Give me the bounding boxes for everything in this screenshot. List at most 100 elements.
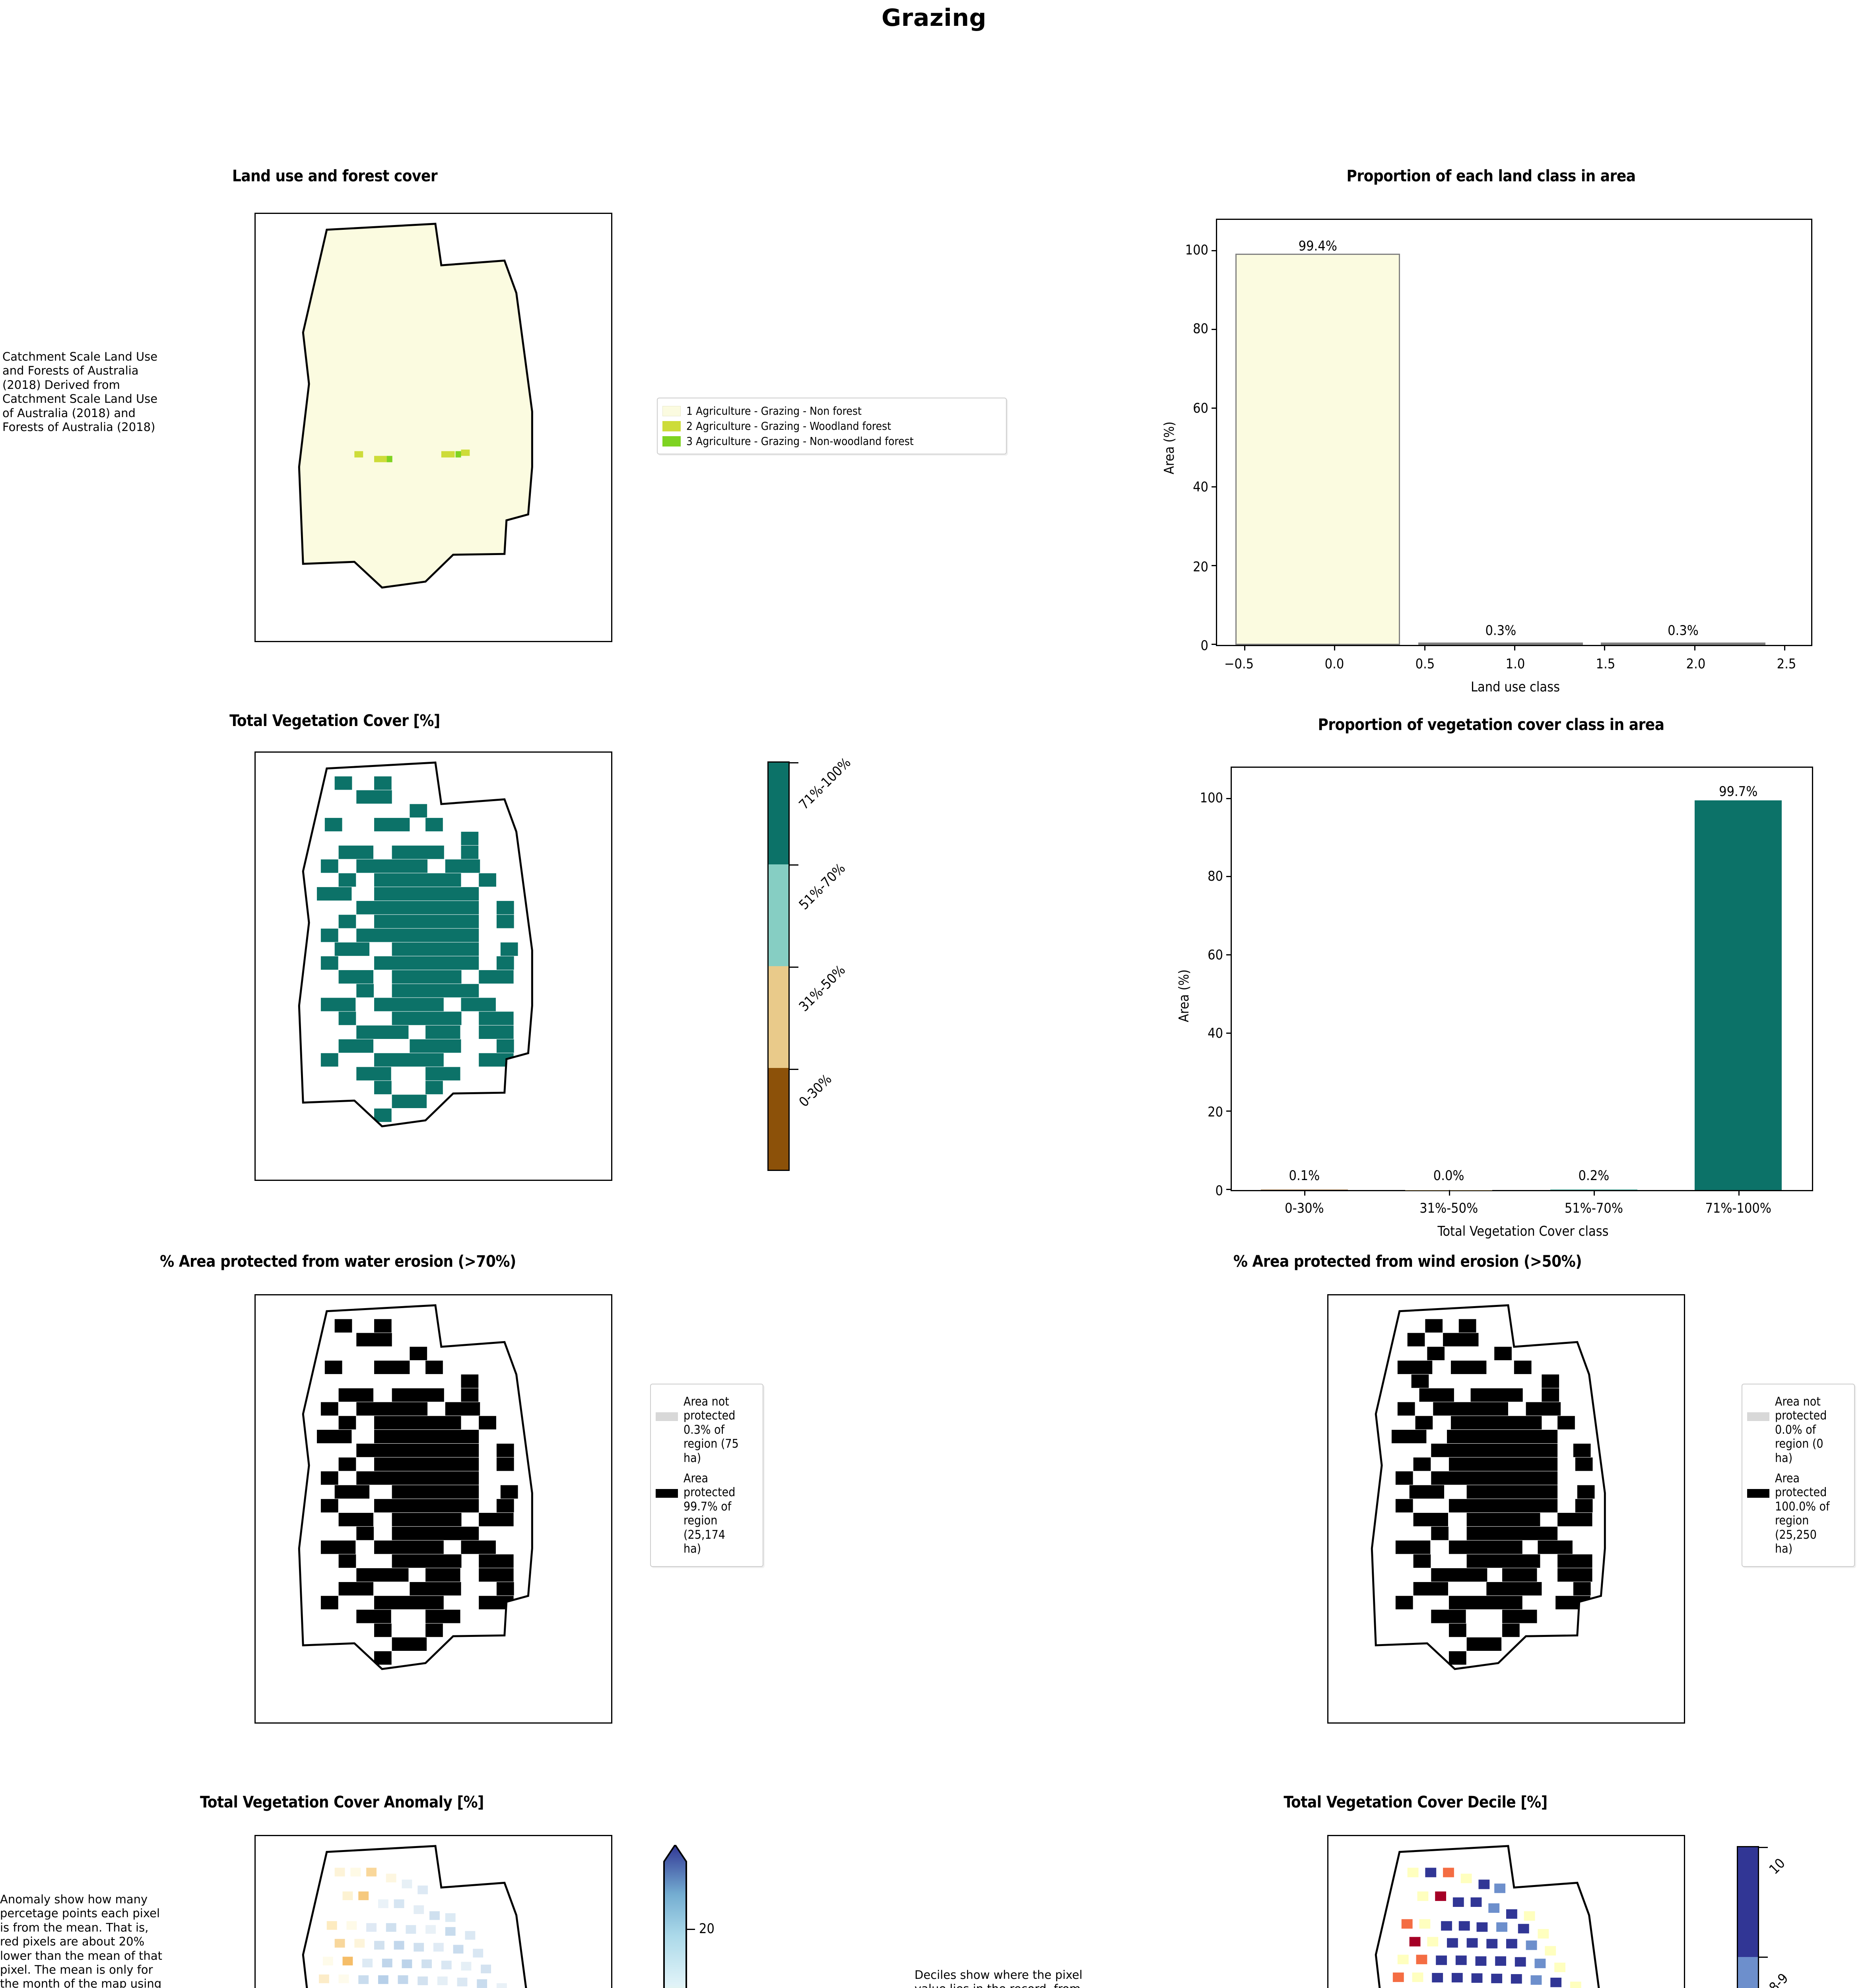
bar-land-class-1: [1418, 643, 1583, 645]
ytick-label-20: 20: [1193, 559, 1208, 575]
ytick-label-0: 0: [1200, 638, 1208, 654]
xtick-label-5: 2.0: [1686, 656, 1706, 672]
ytick-mark: [1212, 250, 1217, 252]
legend-label-not-protected: Area not protected 0.3% of region (75 ha…: [684, 1395, 739, 1465]
anomaly-colorbar-tick: [687, 1929, 695, 1930]
legend-swatch-not-protected: [1747, 1412, 1769, 1421]
bar-value-label-veg-1: 0.0%: [1433, 1168, 1464, 1184]
anomaly-colorbar: [663, 1843, 687, 1988]
xtick-mark: [1604, 645, 1606, 650]
ytick-mark: [1226, 876, 1232, 878]
xtick-mark: [1304, 1190, 1306, 1196]
veg-cover-map-canvas: [256, 753, 611, 1180]
legend-swatch-protected: [1747, 1489, 1769, 1498]
legend-swatch-protected: [656, 1489, 678, 1498]
water-erosion-map[interactable]: [254, 1294, 612, 1724]
bar-value-label-2: 0.3%: [1668, 623, 1699, 639]
ytick-label-80: 80: [1193, 321, 1208, 337]
ytick-mark: [1212, 329, 1217, 330]
veg-cover-map[interactable]: [254, 751, 612, 1181]
colorbar-tick: [790, 1069, 798, 1070]
xtick-mark: [1784, 645, 1786, 650]
veg-class-yaxis-label: Area (%): [1176, 969, 1192, 1022]
xtick-label-veg-3: 71%-100%: [1705, 1200, 1771, 1216]
bar-land-class-0: [1235, 254, 1400, 645]
xtick-mark: [1738, 1190, 1740, 1196]
colorbar-segment-31-50: [769, 966, 788, 1068]
wind-erosion-map-title: % Area protected from wind erosion (>50%…: [1233, 1252, 1582, 1271]
decile-colorbar-label-8-9: 8-9: [1766, 1970, 1792, 1988]
bar-value-label-veg-0: 0.1%: [1289, 1168, 1320, 1184]
land-use-map-canvas: [256, 214, 611, 641]
ytick-label-v20: 20: [1208, 1104, 1223, 1120]
legend-swatch-class-1: [662, 406, 681, 416]
wind-erosion-map[interactable]: [1327, 1294, 1685, 1724]
ytick-label-v60: 60: [1208, 947, 1223, 963]
bar-value-label-veg-2: 0.2%: [1578, 1168, 1610, 1184]
xtick-label-3: 1.0: [1505, 656, 1525, 672]
veg-class-bar-chart[interactable]: 0.1% 0.0% 0.2% 99.7% 0 20 40 60 80 100 0…: [1176, 767, 1813, 1239]
land-class-bar-chart[interactable]: 99.4% 0.3% 0.3% 0 20 40 60 80 100 −0.5 0…: [1161, 219, 1812, 695]
ytick-mark: [1226, 1110, 1232, 1112]
ytick-label-v0: 0: [1215, 1183, 1223, 1199]
ytick-label-100: 100: [1185, 242, 1208, 258]
land-use-map-title: Land use and forest cover: [232, 167, 438, 185]
xtick-label-0: −0.5: [1224, 656, 1254, 672]
decile-colorbar-label-10: 10: [1766, 1855, 1788, 1878]
ytick-mark: [1226, 798, 1232, 799]
ytick-mark: [1212, 565, 1217, 567]
land-use-map[interactable]: [254, 213, 612, 642]
ytick-mark: [1226, 954, 1232, 955]
xtick-mark: [1424, 645, 1425, 650]
xtick-label-4: 1.5: [1596, 656, 1616, 672]
colorbar-segment-51-70: [769, 864, 788, 966]
xtick-label-veg-0: 0-30%: [1285, 1200, 1324, 1216]
decile-map[interactable]: [1327, 1835, 1685, 1988]
land-class-chart-title: Proportion of each land class in area: [1346, 167, 1636, 185]
veg-class-xaxis-label: Total Vegetation Cover class: [1437, 1223, 1609, 1239]
land-use-source-note: Catchment Scale Land Use and Forests of …: [2, 350, 158, 434]
colorbar-label-0-30: 0-30%: [796, 1071, 835, 1110]
colorbar-label-31-50: 31%-50%: [796, 962, 849, 1015]
xtick-mark: [1514, 645, 1515, 650]
bar-value-label-1: 0.3%: [1485, 623, 1517, 639]
legend-label-class-3: 3 Agriculture - Grazing - Non-woodland f…: [686, 435, 914, 448]
legend-item: 1 Agriculture - Grazing - Non forest: [662, 404, 1001, 417]
xtick-mark: [1594, 1190, 1595, 1196]
xtick-mark: [1449, 1190, 1450, 1196]
wind-erosion-map-canvas: [1328, 1295, 1684, 1722]
water-erosion-map-title: % Area protected from water erosion (>70…: [160, 1252, 516, 1271]
legend-label-class-1: 1 Agriculture - Grazing - Non forest: [686, 404, 862, 417]
ytick-mark: [1212, 644, 1217, 645]
anomaly-map-title: Total Vegetation Cover Anomaly [%]: [200, 1793, 484, 1811]
land-use-legend: 1 Agriculture - Grazing - Non forest 2 A…: [657, 398, 1007, 454]
xtick-label-2: 0.5: [1415, 656, 1435, 672]
legend-label-not-protected: Area not protected 0.0% of region (0 ha): [1775, 1395, 1827, 1465]
anomaly-map[interactable]: [254, 1835, 612, 1988]
veg-class-chart-title: Proportion of vegetation cover class in …: [1318, 716, 1664, 734]
xtick-label-veg-2: 51%-70%: [1564, 1200, 1623, 1216]
bar-value-label-veg-3: 99.7%: [1719, 784, 1758, 800]
ytick-mark: [1226, 1032, 1232, 1034]
ytick-label-v80: 80: [1208, 868, 1223, 884]
ytick-label-60: 60: [1193, 400, 1208, 416]
xtick-mark: [1694, 645, 1695, 650]
land-class-plot-area: [1217, 220, 1811, 645]
land-class-xaxis-label: Land use class: [1470, 679, 1560, 695]
anomaly-colorbar-label-20: 20: [699, 1921, 715, 1937]
colorbar-label-71-100: 71%-100%: [796, 755, 854, 813]
bar-value-label-0: 99.4%: [1298, 238, 1337, 254]
decile-map-title: Total Vegetation Cover Decile [%]: [1284, 1793, 1548, 1811]
colorbar-tick: [790, 864, 798, 866]
anomaly-map-canvas: [256, 1836, 611, 1988]
wind-erosion-legend: Area not protected 0.0% of region (0 ha)…: [1742, 1384, 1855, 1567]
legend-label-protected: Area protected 100.0% of region (25,250 …: [1775, 1471, 1830, 1556]
ytick-mark: [1212, 408, 1217, 409]
bar-land-class-2: [1601, 643, 1765, 645]
legend-swatch-class-3: [662, 436, 681, 447]
legend-item: Area not protected 0.0% of region (0 ha): [1747, 1395, 1849, 1465]
decile-colorbar-tick: [1759, 1847, 1768, 1848]
bar-veg-class-2: [1550, 1189, 1637, 1190]
colorbar-segment-71-100: [769, 763, 788, 864]
colorbar-tick: [790, 762, 798, 763]
